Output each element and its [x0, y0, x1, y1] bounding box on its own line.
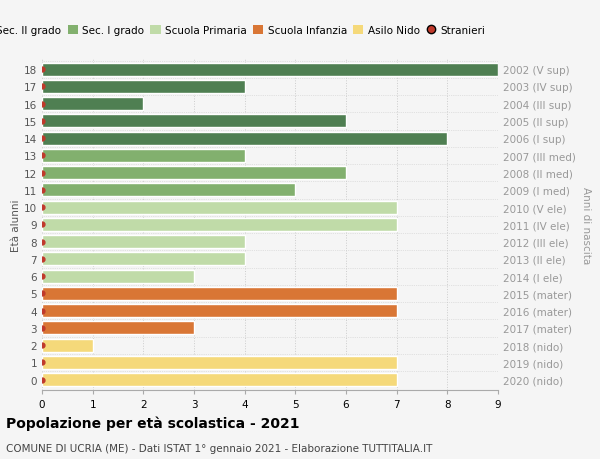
Bar — [42, 339, 92, 352]
Bar — [42, 253, 245, 266]
Bar — [42, 373, 397, 386]
Text: Popolazione per età scolastica - 2021: Popolazione per età scolastica - 2021 — [6, 415, 299, 430]
Y-axis label: Anni di nascita: Anni di nascita — [581, 186, 591, 263]
Bar — [42, 132, 448, 146]
Y-axis label: Età alunni: Età alunni — [11, 199, 21, 251]
Bar — [42, 356, 397, 369]
Bar — [42, 81, 245, 94]
Bar — [42, 115, 346, 128]
Text: COMUNE DI UCRIA (ME) - Dati ISTAT 1° gennaio 2021 - Elaborazione TUTTITALIA.IT: COMUNE DI UCRIA (ME) - Dati ISTAT 1° gen… — [6, 443, 433, 453]
Bar — [42, 184, 295, 197]
Bar — [42, 270, 194, 283]
Bar — [42, 235, 245, 249]
Bar — [42, 63, 498, 77]
Bar — [42, 322, 194, 335]
Legend: Sec. II grado, Sec. I grado, Scuola Primaria, Scuola Infanzia, Asilo Nido, Stran: Sec. II grado, Sec. I grado, Scuola Prim… — [0, 22, 490, 40]
Bar — [42, 201, 397, 214]
Bar — [42, 167, 346, 180]
Bar — [42, 98, 143, 111]
Bar — [42, 150, 245, 162]
Bar — [42, 287, 397, 300]
Bar — [42, 304, 397, 318]
Bar — [42, 218, 397, 231]
